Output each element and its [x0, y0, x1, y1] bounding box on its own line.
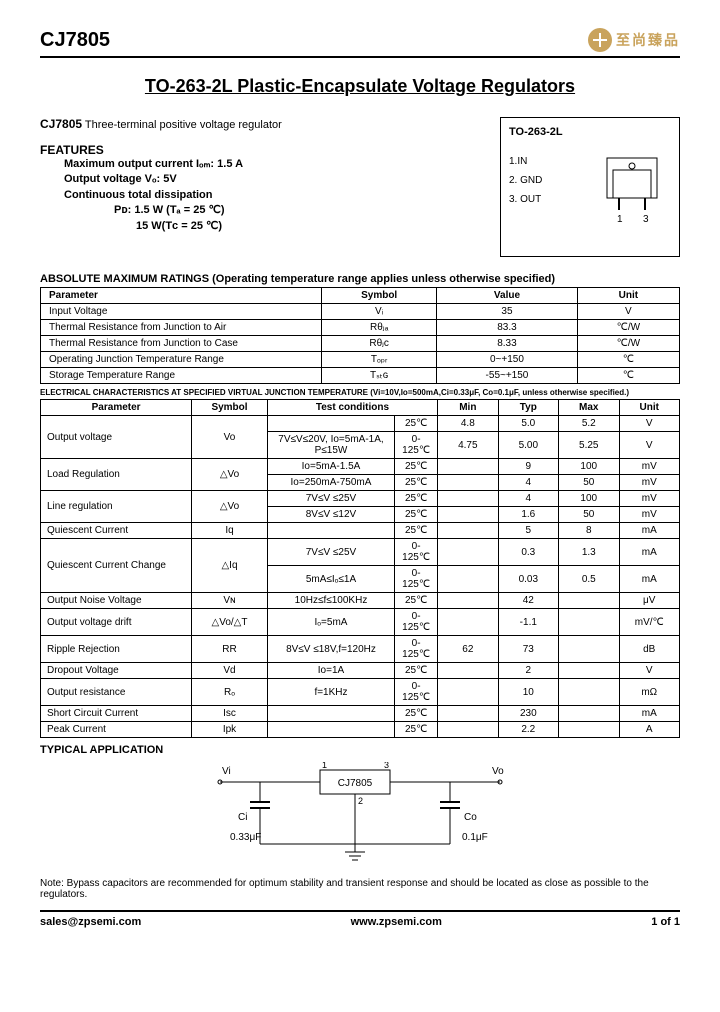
features-list: Maximum output current Iₒₘ: 1.5 A Output…: [64, 157, 480, 234]
svg-text:Vo: Vo: [492, 766, 504, 777]
feature-line: Continuous total dissipation: [64, 188, 480, 203]
package-icon: 1 3: [597, 154, 667, 226]
feature-line: Pᴅ: 1.5 W (Tₐ = 25 ℃): [114, 203, 480, 218]
amr-col: Value: [437, 288, 578, 304]
circuit-diagram: CJ7805 1 3 2 Vi Vo Ci Co 0.33μF 0.: [40, 762, 680, 872]
svg-text:CJ7805: CJ7805: [338, 778, 373, 789]
svg-text:Co: Co: [464, 812, 477, 823]
svg-text:2: 2: [358, 796, 363, 806]
page-header: CJ7805 至尚臻品: [40, 28, 680, 58]
feature-line: Maximum output current Iₒₘ: 1.5 A: [64, 157, 480, 172]
amr-col: Symbol: [322, 288, 437, 304]
logo-icon: [588, 28, 612, 52]
package-box: TO-263-2L 1.IN 2. GND 3. OUT 1 3: [500, 117, 680, 257]
ec-note: ELECTRICAL CHARACTERISTICS AT SPECIFIED …: [40, 388, 680, 397]
desc-text: Three-terminal positive voltage regulato…: [85, 119, 282, 131]
feature-line: Output voltage Vₒ: 5V: [64, 172, 480, 187]
part-number: CJ7805: [40, 29, 110, 52]
package-title: TO-263-2L: [509, 126, 671, 138]
svg-text:1: 1: [322, 762, 327, 770]
page-title: TO-263-2L Plastic-Encapsulate Voltage Re…: [40, 76, 680, 97]
logo-text: 至尚臻品: [616, 30, 680, 50]
amr-heading: ABSOLUTE MAXIMUM RATINGS (Operating temp…: [40, 273, 680, 285]
description-block: CJ7805 Three-terminal positive voltage r…: [40, 117, 480, 257]
svg-text:3: 3: [643, 214, 649, 225]
svg-text:Ci: Ci: [238, 812, 247, 823]
amr-table: Parameter Symbol Value Unit Input Voltag…: [40, 287, 680, 384]
brand-logo: 至尚臻品: [588, 28, 680, 52]
app-note: Note: Bypass capacitors are recommended …: [40, 878, 680, 900]
svg-text:0.1μF: 0.1μF: [462, 832, 488, 843]
svg-text:Vi: Vi: [222, 766, 231, 777]
features-heading: FEATURES: [40, 143, 480, 157]
footer-email: sales@zpsemi.com: [40, 916, 141, 928]
svg-text:0.33μF: 0.33μF: [230, 832, 261, 843]
feature-line: 15 W(Tᴄ = 25 ℃): [136, 219, 480, 234]
footer-page: 1 of 1: [651, 916, 680, 928]
footer-url: www.zpsemi.com: [351, 916, 442, 928]
typical-heading: TYPICAL APPLICATION: [40, 744, 680, 756]
ec-table: Parameter Symbol Test conditions Min Typ…: [40, 399, 680, 738]
svg-text:3: 3: [384, 762, 389, 770]
svg-text:1: 1: [617, 214, 623, 225]
amr-col: Parameter: [41, 288, 322, 304]
page-footer: sales@zpsemi.com www.zpsemi.com 1 of 1: [40, 910, 680, 928]
amr-col: Unit: [577, 288, 679, 304]
desc-part: CJ7805: [40, 117, 82, 131]
